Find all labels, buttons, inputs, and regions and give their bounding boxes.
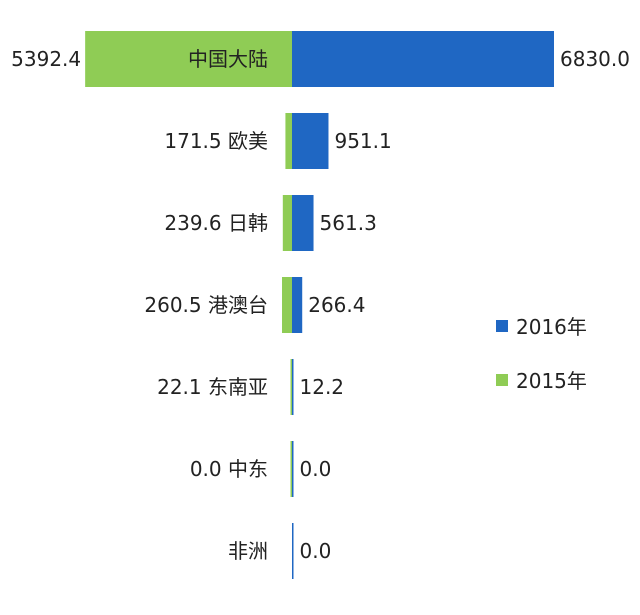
category-label-row-4: 22.1 东南亚 — [157, 375, 268, 399]
legend-label-2015: 2015年 — [516, 369, 587, 393]
legend-swatch-2016 — [496, 320, 508, 332]
category-name: 非洲 — [228, 539, 268, 563]
bar-2015-row-1 — [285, 113, 292, 169]
bar-2016-row-0 — [292, 31, 554, 87]
labels-group: 6830.0 中国大陆 5392.4 951.1 171.5 欧美 561.3 239.6 … — [11, 47, 630, 563]
bar-2016-row-4 — [292, 359, 294, 415]
value-label-2015-row-4: 22.1 — [157, 375, 202, 399]
category-label-row-5: 0.0 中东 — [190, 457, 268, 481]
value-label-2015-row-5: 0.0 — [190, 457, 222, 481]
bar-2016-row-1 — [292, 113, 329, 169]
category-label-row-1: 171.5 欧美 — [164, 129, 268, 153]
bar-2016-row-3 — [292, 277, 303, 333]
value-label-2016-row-1: 951.1 — [334, 129, 391, 153]
category-label-row-3: 260.5 港澳台 — [144, 293, 268, 317]
bar-2015-row-0 — [85, 31, 292, 87]
bar-2015-row-2 — [282, 195, 292, 251]
category-name: 中东 — [228, 457, 268, 481]
value-label-2016-row-0: 6830.0 — [560, 47, 630, 71]
bar-2016-row-2 — [292, 195, 314, 251]
category-label-row-6: 非洲 — [228, 539, 268, 563]
bars-group — [85, 31, 554, 579]
value-label-2016-row-2: 561.3 — [320, 211, 377, 235]
value-label-2016-row-4: 12.2 — [300, 375, 345, 399]
value-label-2015-row-0: 5392.4 — [11, 47, 81, 71]
value-label-2016-row-5: 0.0 — [300, 457, 332, 481]
bar-2015-row-5 — [290, 441, 292, 497]
legend-label-2016: 2016年 — [516, 315, 587, 339]
category-name: 港澳台 — [208, 293, 268, 317]
value-label-2016-row-3: 266.4 — [308, 293, 365, 317]
value-label-2015-row-1: 171.5 — [164, 129, 221, 153]
bar-2016-row-5 — [292, 441, 294, 497]
category-name: 欧美 — [228, 129, 268, 153]
category-label-row-0: 中国大陆 — [188, 47, 268, 71]
legend-swatch-2015 — [496, 374, 508, 386]
bar-2015-row-4 — [290, 359, 292, 415]
legend: 2016年 2015年 — [496, 315, 587, 393]
category-name: 东南亚 — [208, 375, 268, 399]
bar-2015-row-3 — [282, 277, 292, 333]
value-label-2015-row-2: 239.6 — [164, 211, 221, 235]
value-label-2016-row-6: 0.0 — [300, 539, 332, 563]
value-label-2015-row-3: 260.5 — [144, 293, 201, 317]
bar-2016-row-6 — [292, 523, 294, 579]
category-label-row-2: 239.6 日韩 — [164, 211, 268, 235]
category-name: 日韩 — [228, 211, 268, 235]
